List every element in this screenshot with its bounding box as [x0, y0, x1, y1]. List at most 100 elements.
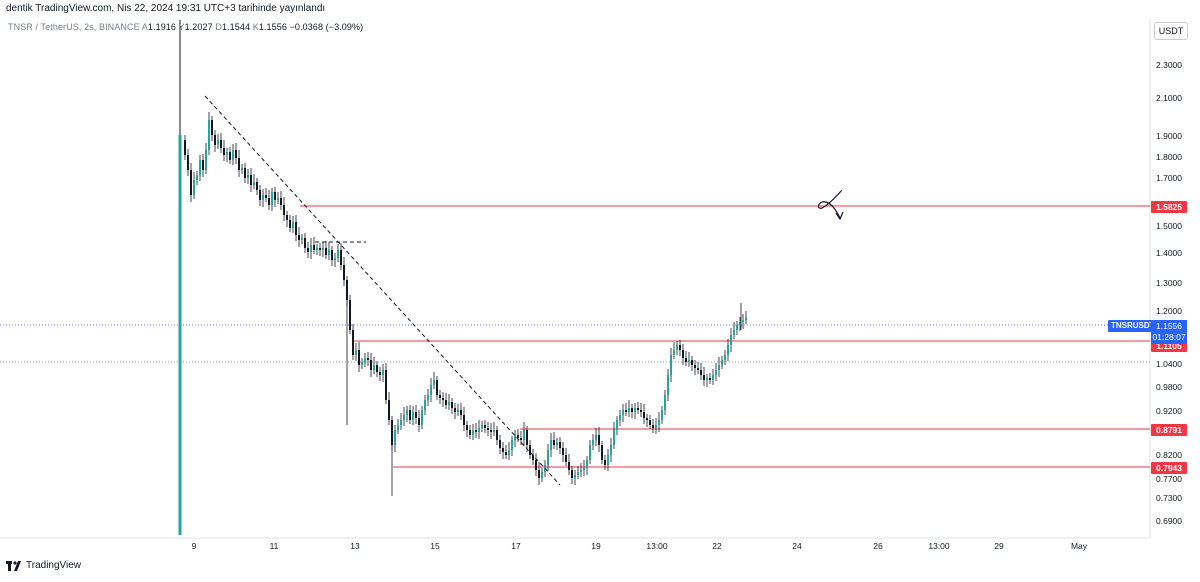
time-tick: 9 [191, 541, 197, 551]
candle-body [388, 400, 390, 420]
candle-body [316, 248, 318, 250]
candle-body [688, 360, 690, 362]
price-tick: 2.3000 [1156, 60, 1182, 70]
candle-body [667, 375, 669, 395]
candle-body [391, 420, 393, 445]
price-tick: 0.7300 [1156, 493, 1182, 503]
candle-body [634, 408, 636, 412]
candle-body [739, 322, 741, 325]
candle-body [445, 400, 447, 405]
candle-body [673, 350, 675, 355]
candle-body [442, 398, 444, 400]
candle-body [319, 248, 321, 250]
candle-body [361, 362, 363, 365]
candle-body [493, 430, 495, 432]
candle-body [712, 375, 714, 380]
candle-body [661, 410, 663, 420]
candle-body [367, 358, 369, 360]
candle-body [649, 420, 651, 425]
time-tick: 15 [430, 541, 440, 551]
time-tick: 13:00 [928, 541, 950, 551]
candle-body [487, 428, 489, 430]
candle-body [703, 375, 705, 380]
bar-countdown: 01:28:07 [1152, 332, 1186, 342]
price-tick: 1.8000 [1156, 152, 1182, 162]
candle-body [328, 250, 330, 255]
candle-body [193, 180, 195, 195]
candle-body [541, 472, 543, 478]
candle-body [694, 365, 696, 368]
candle-body [529, 445, 531, 455]
candle-body [721, 360, 723, 365]
candle-body [340, 250, 342, 265]
candle-body [364, 358, 366, 362]
legend-symbol: TNSR / TetherUS, 2s, BINANCE [8, 22, 140, 32]
candle-body [562, 448, 564, 455]
candle-body [454, 408, 456, 412]
candle-body [583, 468, 585, 470]
candle-body [304, 238, 306, 248]
candle-body [439, 395, 441, 398]
candle-body [259, 190, 261, 200]
candle-body [322, 248, 324, 250]
candle-body [658, 420, 660, 425]
candle-body [631, 408, 633, 412]
price-tick: 0.9800 [1156, 382, 1182, 392]
candle-body [400, 420, 402, 425]
footer-brand[interactable]: TradingView [6, 560, 81, 571]
candle-body [736, 325, 738, 330]
candle-body [580, 470, 582, 472]
candle-body [508, 450, 510, 455]
candle-body [577, 472, 579, 475]
arrow-head-icon [835, 211, 844, 221]
candle-body [205, 150, 207, 170]
candle-body [664, 395, 666, 410]
candle-body [334, 258, 336, 260]
candle-body [292, 222, 294, 228]
symbol-legend: TNSR / TetherUS, 2s, BINANCE A1.1916 Y1.… [8, 22, 363, 32]
candle-body [610, 445, 612, 455]
candle-body [295, 222, 297, 235]
candle-body [406, 410, 408, 415]
candle-body [376, 365, 378, 372]
price-tick: 0.9200 [1156, 406, 1182, 416]
candle-body [394, 430, 396, 445]
currency-button[interactable]: USDT [1154, 22, 1188, 40]
legend-open: 1.1916 [147, 22, 177, 32]
candle-body [451, 402, 453, 408]
candle-body [571, 470, 573, 478]
candle-body [559, 442, 561, 448]
candle-body [430, 385, 432, 395]
candle-body [598, 435, 600, 445]
candle-body [532, 455, 534, 460]
candle-body [511, 440, 513, 450]
candle-body [502, 448, 504, 452]
time-tick: May [1070, 541, 1088, 551]
candle-body [643, 412, 645, 418]
candle-body [586, 460, 588, 468]
candle-body [196, 175, 198, 180]
candle-body [490, 430, 492, 432]
candle-body [607, 455, 609, 465]
price-tick: 2.1000 [1156, 93, 1182, 103]
hand-drawn-arrow-icon [817, 189, 843, 219]
candle-body [277, 198, 279, 200]
time-tick: 17 [511, 541, 521, 551]
time-tick: 11 [269, 541, 279, 551]
candle-body [625, 410, 627, 412]
legend-high: 1.2027 [184, 22, 213, 32]
candle-body [256, 182, 258, 190]
candle-body [403, 415, 405, 420]
current-symbol-badge: TNSRUSDT [1108, 320, 1158, 332]
candle-body [592, 440, 594, 445]
candle-body [517, 435, 519, 438]
candle-body [640, 410, 642, 412]
candle-body [646, 418, 648, 420]
candle-body [718, 365, 720, 370]
time-tick: 24 [792, 541, 802, 551]
candle-body [547, 450, 549, 465]
level-tag-1: 1.5825 [1151, 201, 1187, 213]
candle-body [283, 205, 285, 215]
